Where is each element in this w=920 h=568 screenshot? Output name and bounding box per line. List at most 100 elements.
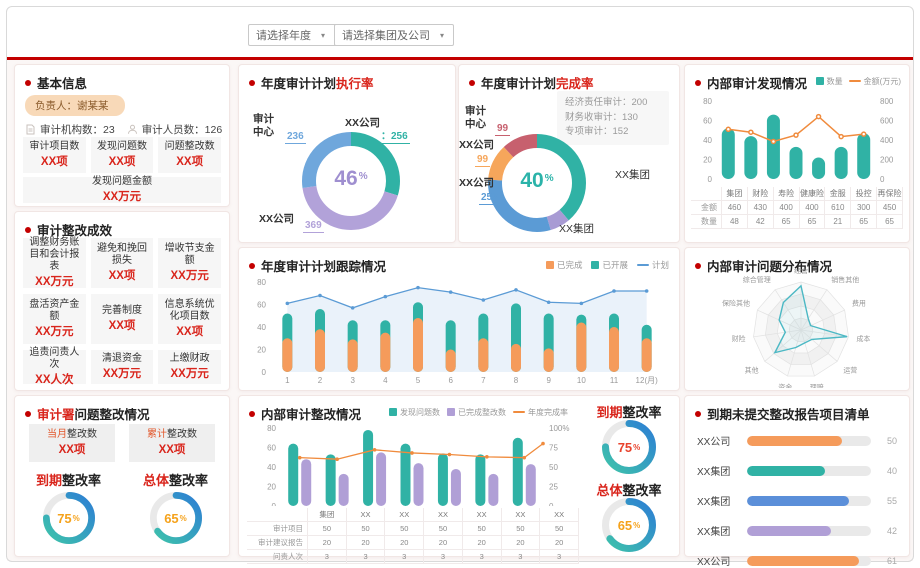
donut-label: XX公司: [259, 213, 295, 225]
donut-value: 369: [303, 220, 324, 233]
company-select[interactable]: 请选择集团及公司 ▾: [334, 24, 454, 46]
svg-text:60: 60: [257, 301, 266, 310]
findings-chart: 0 20 40 60 80 0 200 400 600 800: [691, 95, 903, 184]
svg-text:成本: 成本: [856, 334, 870, 343]
findings-table: 集团 财险 寿险 健康险 金服 投控 再保险 金额 460 430 400 400 610 300 450 数…: [691, 187, 903, 229]
effect-box: 追责问责人次 XX人次: [23, 347, 86, 386]
panel-plan-execution-rate: 年度审计计划执行率 审计中心 236 XX公司 ：256 46% XX公司 36…: [238, 64, 456, 243]
stat-box-wide: 发现问题金额 XX万元: [23, 176, 221, 203]
nao-box: 当月整改数 XX项: [29, 424, 115, 462]
panel-internal-rectification: 内部审计整改情况 发现问题数 已完成整改数 年度完成率 020406080025…: [238, 395, 680, 564]
owner-badge: 负责人：谢某某: [25, 95, 125, 116]
person-icon: [127, 124, 137, 134]
donut-value: 99: [475, 154, 491, 167]
svg-text:0: 0: [880, 175, 885, 183]
svg-text:4: 4: [383, 376, 388, 385]
panel-basic-info: 基本信息 负责人：谢某某 审计机构数：23 审计人员数：126 审计项目数 XX项…: [14, 64, 230, 207]
bullet-icon: [469, 79, 475, 86]
svg-text:12(月): 12(月): [636, 376, 659, 385]
chevron-down-icon: ▾: [321, 30, 326, 40]
completion-donut-chart: [459, 65, 679, 242]
donut-label: XX公司: [345, 117, 381, 129]
svg-text:财险: 财险: [732, 334, 746, 343]
overdue-row: XX集团 40: [697, 465, 897, 478]
svg-text:600: 600: [880, 117, 894, 126]
svg-text:10: 10: [577, 376, 586, 385]
effect-box: 盘活资产金额 XX万元: [23, 294, 86, 344]
legend-item[interactable]: 金额(万元): [848, 76, 901, 87]
legend-item[interactable]: 数量: [815, 76, 843, 87]
bullet-icon: [695, 410, 701, 417]
legend-item[interactable]: 计划: [636, 259, 669, 271]
svg-text:40: 40: [257, 323, 266, 332]
effect-box: 信息系统优化项目数 XX项: [158, 294, 222, 344]
legend-item[interactable]: 年度完成率: [513, 407, 568, 418]
svg-text:运营: 运营: [843, 366, 857, 375]
nao-box: 累计整改数 XX项: [129, 424, 215, 462]
donut-label: XX集团: [559, 223, 595, 235]
donut-label: XX公司: [459, 139, 495, 151]
panel-plan-tracking: 年度审计计划跟踪情况 已完成 已开展 计划 0 20 40 60 80 1 2 3 4 5 6 7 8 9…: [238, 247, 680, 391]
panel-title: 审计整改成效: [37, 224, 113, 238]
effect-row-1: 调整财务账目和会计报表 XX万元 避免和挽回损失 XX项 增收节支金额 XX万元: [23, 237, 222, 288]
bullet-icon: [695, 79, 701, 86]
bullet-icon: [695, 262, 701, 269]
panel-title: 基本信息: [37, 77, 88, 91]
document-icon: [26, 124, 35, 135]
donut-value: 236: [285, 131, 306, 144]
svg-text:0: 0: [262, 368, 267, 377]
svg-text:2: 2: [318, 376, 323, 385]
svg-text:5: 5: [416, 376, 421, 385]
effect-box: 完善制度 XX项: [90, 294, 154, 344]
overdue-row: XX集团 42: [697, 525, 897, 538]
svg-text:0: 0: [272, 502, 277, 506]
nao-rings: 75% 65%: [15, 492, 229, 544]
tracking-chart: 0 20 40 60 80 1 2 3 4 5 6 7 8 9 10 11 12(月): [245, 274, 673, 386]
bullet-icon: [249, 262, 255, 269]
donut-center-value: 40%: [520, 169, 554, 192]
legend-item[interactable]: 发现问题数: [389, 407, 440, 418]
stat-box: 发现问题数 XX项: [90, 137, 154, 173]
donut-label: 审计中心: [465, 105, 486, 131]
year-select[interactable]: 请选择年度 ▾: [248, 24, 340, 46]
org-count-label: 审计机构数：23: [40, 124, 115, 136]
effect-box: 避免和挽回损失 XX项: [90, 238, 154, 288]
overall-rate-title: 总体整改率: [596, 483, 662, 498]
svg-text:20: 20: [257, 346, 266, 355]
donut-value: ：256: [379, 127, 410, 144]
svg-text:6: 6: [448, 376, 453, 385]
audit-counts-row: 审计机构数：23 审计人员数：126: [25, 122, 225, 137]
legend-item[interactable]: 已开展: [591, 259, 628, 271]
effect-box: 调整财务账目和会计报表 XX万元: [23, 237, 86, 288]
panel-audit-findings: 内部审计发现情况 数量 金额(万元) 0 20 40 60 80 0 200 400 600 80…: [684, 64, 910, 243]
svg-text:保险其他: 保险其他: [722, 299, 750, 308]
gauge-overall-rate: 65%: [149, 492, 202, 544]
findings-legend: 数量 金额(万元): [815, 76, 901, 87]
staff-count: 审计人员数：126: [127, 122, 222, 137]
gauge-due-rate: 75%: [42, 492, 95, 544]
svg-text:0: 0: [708, 175, 713, 183]
panel-rectification-effect: 审计整改成效 调整财务账目和会计报表 XX万元 避免和挽回损失 XX项 增收节支金额…: [14, 211, 230, 391]
company-select-label: 请选择集团及公司: [342, 30, 430, 42]
overdue-row: XX集团 55: [697, 495, 897, 508]
bullet-icon: [249, 79, 255, 86]
legend-item[interactable]: 已完成: [545, 259, 582, 271]
legend-item[interactable]: 已完成整改数: [447, 407, 506, 418]
bullet-icon: [25, 79, 31, 86]
gauge-overall-rate: 65%: [602, 498, 656, 552]
due-rate-title: 到期整改率: [596, 405, 662, 420]
svg-text:9: 9: [546, 376, 551, 385]
execution-donut-chart: [239, 65, 455, 242]
svg-text:其他: 其他: [745, 366, 759, 375]
donut-label: XX集团: [615, 169, 651, 181]
rect-legend: 发现问题数 已完成整改数 年度完成率: [389, 407, 568, 418]
bullet-icon: [25, 226, 31, 233]
header-divider: [7, 57, 913, 60]
donut-value: 99: [495, 123, 511, 136]
svg-text:7: 7: [481, 376, 486, 385]
nao-boxes-row: 当月整改数 XX项 累计整改数 XX项: [29, 424, 215, 462]
svg-text:80: 80: [267, 424, 276, 433]
stat-box: 审计项目数 XX项: [23, 137, 86, 173]
bullet-icon: [249, 410, 255, 417]
